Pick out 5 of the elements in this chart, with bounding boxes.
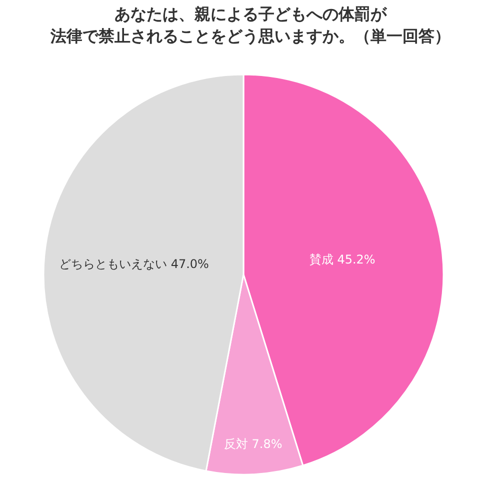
slice-label: 反対 7.8%	[224, 437, 282, 452]
chart-subtitle: 法律で禁止されることをどう思いますか。（単一回答）	[50, 26, 450, 46]
slice-label: どちらともいえない 47.0%	[59, 257, 209, 272]
slice-label: 賛成 45.2%	[309, 252, 376, 266]
chart-title: あなたは、親による子どもへの体罰が	[114, 4, 388, 24]
